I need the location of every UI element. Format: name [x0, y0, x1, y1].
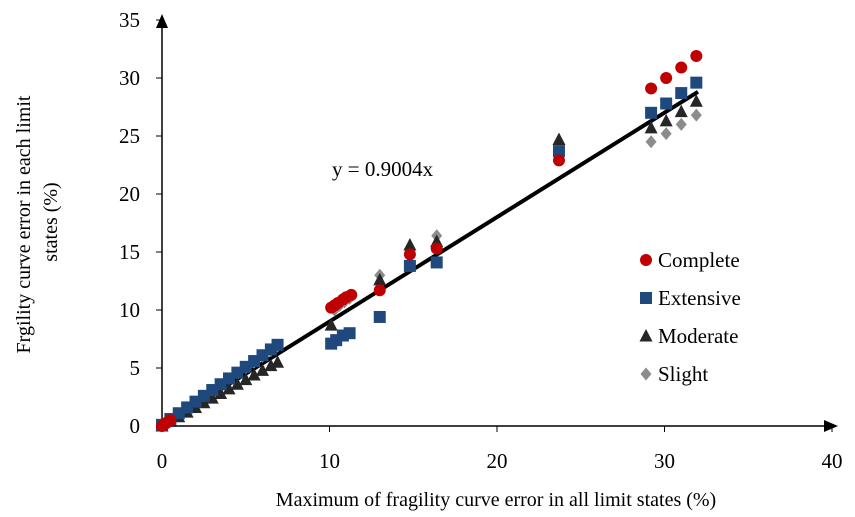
y-tick-label: 5: [130, 356, 141, 380]
trendline-equation: y = 0.9004x: [332, 157, 434, 181]
y-axis-title-line-1: Frgility curve error in each limit: [13, 95, 35, 353]
data-markers: [155, 49, 703, 433]
point-extensive: [343, 327, 356, 340]
y-tick-label: 35: [119, 8, 140, 32]
legend-marker-complete: [640, 254, 652, 266]
x-tick-labels: 0 10 20 30 40: [157, 426, 843, 473]
point-moderate: [644, 120, 658, 134]
point-moderate: [689, 94, 703, 107]
point-complete: [690, 49, 703, 62]
legend-label: Slight: [658, 362, 708, 386]
y-tick-labels: 0 5 10 15 20 25 30 35: [119, 8, 162, 438]
y-axis-title: Frgility curve error in each limit state…: [13, 91, 62, 354]
point-slight: [660, 127, 672, 141]
point-moderate: [230, 377, 244, 390]
point-extensive: [690, 76, 703, 89]
y-tick-label: 15: [119, 240, 140, 264]
y-tick-label: 25: [119, 124, 140, 148]
point-moderate: [324, 318, 338, 331]
legend-item-moderate: Moderate: [639, 324, 738, 348]
x-tick-label: 10: [319, 449, 340, 473]
point-extensive: [403, 259, 416, 272]
x-axis-arrowhead: [824, 420, 838, 432]
point-extensive: [271, 338, 284, 351]
point-moderate: [373, 272, 387, 286]
point-extensive: [373, 310, 386, 323]
legend-marker-slight: [640, 367, 652, 381]
point-moderate: [264, 358, 278, 372]
point-slight: [675, 117, 687, 131]
legend-item-complete: Complete: [640, 248, 740, 272]
legend-marker-extensive: [640, 292, 652, 304]
point-complete: [345, 288, 358, 301]
legend-label: Moderate: [658, 324, 738, 348]
point-moderate: [256, 363, 269, 376]
legend-label: Complete: [658, 248, 740, 272]
point-extensive: [675, 87, 688, 100]
point-complete: [552, 154, 565, 167]
x-tick-label: 0: [157, 449, 168, 473]
point-slight: [690, 108, 702, 122]
legend-marker-moderate: [639, 329, 653, 342]
x-tick-label: 40: [822, 449, 843, 473]
series-moderate: [155, 94, 703, 432]
point-complete: [373, 284, 386, 297]
point-slight: [645, 135, 657, 149]
y-tick-label: 30: [119, 66, 140, 90]
point-moderate: [674, 104, 688, 118]
x-tick-label: 20: [487, 449, 508, 473]
point-extensive: [645, 106, 658, 119]
point-complete: [430, 242, 443, 255]
legend-item-slight: Slight: [640, 362, 708, 386]
point-moderate: [247, 367, 261, 381]
point-moderate: [271, 355, 285, 368]
point-complete: [403, 248, 416, 261]
y-axis-title-line-2: states (%): [40, 182, 62, 261]
series-extensive: [156, 76, 703, 431]
point-moderate: [239, 372, 253, 386]
axes: [156, 14, 838, 432]
point-extensive: [660, 97, 673, 110]
point-complete: [645, 82, 658, 95]
point-extensive: [552, 145, 565, 158]
point-complete: [164, 414, 177, 427]
x-axis-title: Maximum of fragility curve error in all …: [276, 489, 716, 511]
point-extensive: [430, 256, 443, 269]
point-complete: [675, 61, 688, 74]
series-complete: [156, 49, 703, 432]
legend-label: Extensive: [658, 286, 741, 310]
y-axis-arrowhead: [156, 14, 168, 28]
x-tick-label: 30: [654, 449, 675, 473]
y-tick-label: 10: [119, 298, 140, 322]
point-complete: [660, 72, 673, 84]
point-moderate: [552, 132, 566, 145]
legend: Complete Extensive Moderate Slight: [639, 248, 741, 386]
point-moderate: [222, 381, 236, 395]
point-moderate: [403, 238, 417, 251]
y-tick-label: 20: [119, 182, 140, 206]
legend-item-extensive: Extensive: [640, 286, 741, 310]
point-moderate: [659, 113, 673, 127]
y-tick-label: 0: [130, 414, 141, 438]
